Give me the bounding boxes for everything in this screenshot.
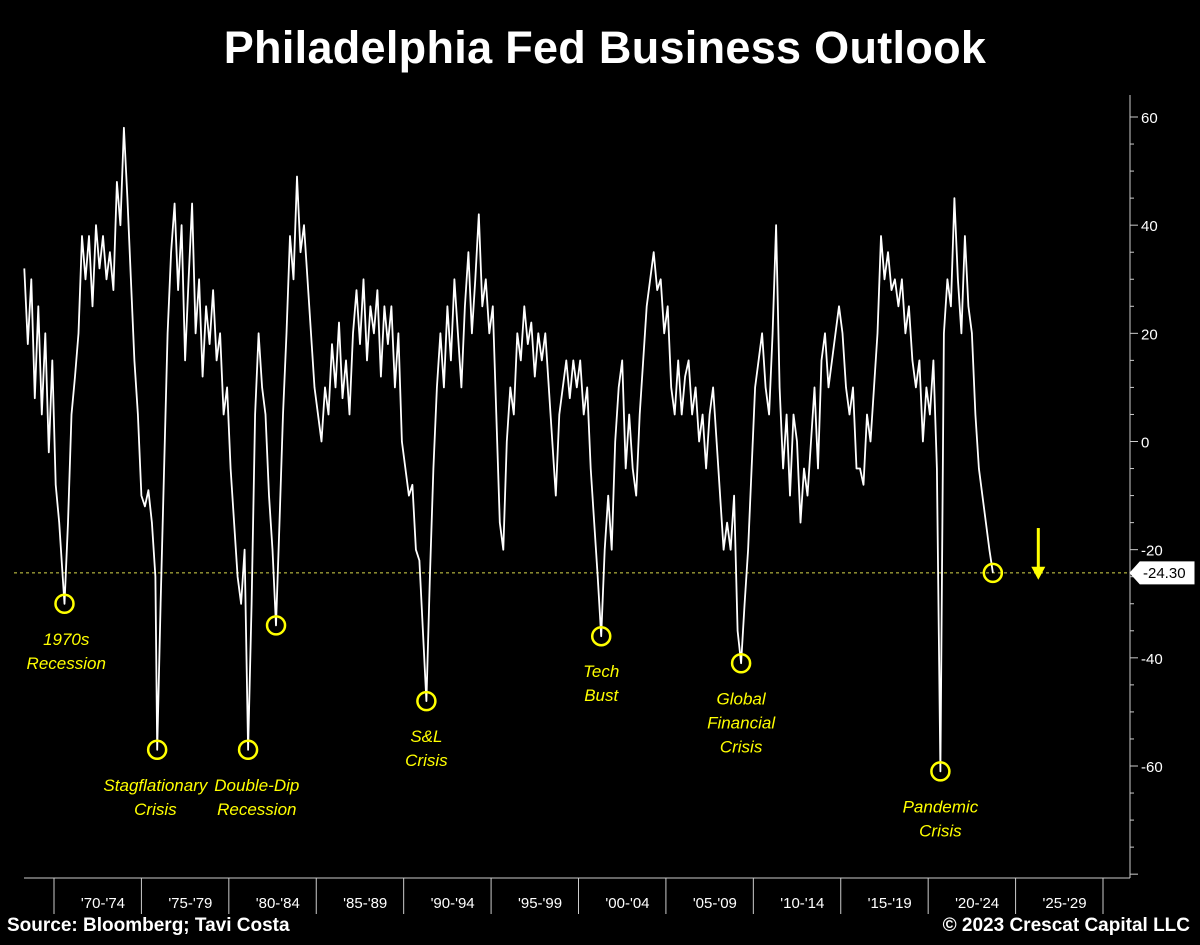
annotation-circle xyxy=(982,562,1004,584)
annotation-label: Global xyxy=(717,689,767,708)
annotation-circle xyxy=(237,739,259,761)
annotation-label: Double-Dip xyxy=(214,776,299,795)
chart-title: Philadelphia Fed Business Outlook xyxy=(223,22,987,73)
y-tick-label: 20 xyxy=(1141,326,1158,343)
y-tick-label: -40 xyxy=(1141,651,1163,668)
x-tick-label: '25-'29 xyxy=(1042,895,1086,912)
annotation-label: Crisis xyxy=(405,751,448,770)
x-tick-label: '00-'04 xyxy=(605,895,649,912)
annotation-circle xyxy=(590,625,612,647)
annotation-label: S&L xyxy=(410,727,442,746)
annotation-label: Bust xyxy=(584,686,619,705)
annotation-label: Recession xyxy=(27,654,106,673)
x-tick-label: '85-'89 xyxy=(343,895,387,912)
annotation-label: Crisis xyxy=(134,800,177,819)
annotation-label: Tech xyxy=(583,662,619,681)
y-tick-label: 60 xyxy=(1141,110,1158,127)
annotation-circle xyxy=(416,690,437,712)
x-tick-label: '10-'14 xyxy=(780,895,824,912)
annotation-label: Crisis xyxy=(720,737,763,756)
y-tick-label: 0 xyxy=(1141,435,1149,452)
annotation-circle xyxy=(730,652,752,674)
annotation-label: Financial xyxy=(707,713,776,732)
y-tick-label: -20 xyxy=(1141,543,1163,560)
annotation-label: 1970s xyxy=(43,630,90,649)
annotation-circle xyxy=(930,761,951,782)
annotation-label: Recession xyxy=(217,800,296,819)
x-tick-label: '95-'99 xyxy=(518,895,562,912)
x-tick-label: '70-'74 xyxy=(81,895,125,912)
annotation-circle xyxy=(146,739,168,761)
x-tick-label: '05-'09 xyxy=(693,895,737,912)
copyright-note: © 2023 Crescat Capital LLC xyxy=(942,915,1190,936)
annotation-label: Pandemic xyxy=(903,797,979,816)
last-value-label: -24.30 xyxy=(1143,565,1186,582)
x-tick-label: '90-'94 xyxy=(431,895,475,912)
y-tick-label: -60 xyxy=(1141,759,1163,776)
x-tick-label: '15-'19 xyxy=(868,895,912,912)
series-line xyxy=(23,126,994,773)
annotation-label: Crisis xyxy=(919,821,962,840)
annotation-label: Stagflationary xyxy=(103,776,208,795)
last-value-box xyxy=(1129,561,1195,585)
annotation-circle xyxy=(54,593,75,614)
x-tick-label: '80-'84 xyxy=(256,895,300,912)
source-note: Source: Bloomberg; Tavi Costa xyxy=(7,915,290,936)
x-tick-label: '75-'79 xyxy=(168,895,212,912)
x-tick-label: '20-'24 xyxy=(955,895,999,912)
down-arrow-head xyxy=(1031,566,1046,580)
y-tick-label: 40 xyxy=(1141,218,1158,235)
annotation-circle xyxy=(265,615,287,636)
